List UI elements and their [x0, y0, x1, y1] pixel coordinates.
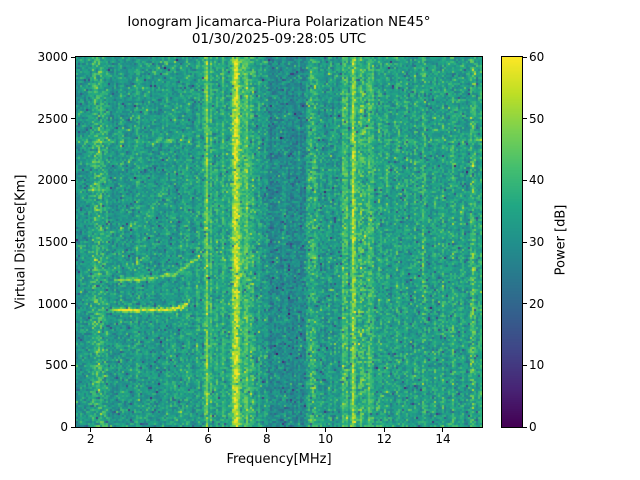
x-tick-mark	[266, 428, 268, 432]
x-tick-label: 12	[376, 432, 392, 446]
x-tick-label: 2	[86, 432, 95, 446]
y-tick-mark	[71, 364, 75, 366]
y-tick-mark	[71, 118, 75, 120]
colorbar-tick-label: 20	[529, 296, 545, 311]
x-tick-mark	[383, 428, 385, 432]
colorbar-tick-mark	[523, 118, 527, 120]
y-tick-label: 3000	[37, 50, 68, 64]
x-tick-label: 6	[204, 432, 212, 446]
x-tick-label: 4	[145, 432, 154, 446]
colorbar-tick-mark	[523, 426, 527, 428]
colorbar-tick-mark	[523, 56, 527, 58]
x-tick-mark	[148, 428, 150, 432]
chart-title: Ionogram Jicamarca-Piura Polarization NE…	[127, 14, 431, 30]
chart-subtitle: 01/30/2025-09:28:05 UTC	[191, 31, 367, 47]
y-tick-mark	[71, 303, 75, 305]
x-tick-mark	[207, 428, 209, 432]
y-tick-label: 500	[45, 358, 68, 373]
colorbar-tick-label: 30	[529, 235, 545, 249]
x-axis-label: Frequency[MHz]	[226, 452, 332, 467]
colorbar-tick-label: 60	[529, 50, 545, 64]
y-tick-label: 1500	[37, 235, 68, 249]
y-tick-mark	[71, 56, 75, 58]
x-tick-mark	[325, 428, 327, 432]
colorbar-tick-label: 40	[529, 173, 545, 188]
x-tick-mark	[90, 428, 92, 432]
colorbar-tick-label: 0	[529, 420, 537, 434]
plot-border	[75, 56, 483, 428]
colorbar-border	[501, 56, 523, 428]
heatmap-canvas	[76, 57, 482, 427]
y-tick-label: 1000	[37, 296, 68, 311]
colorbar-tick-label: 10	[529, 358, 545, 373]
colorbar-tick-mark	[523, 179, 527, 181]
colorbar-tick-mark	[523, 364, 527, 366]
colorbar-tick-mark	[523, 303, 527, 305]
y-tick-label: 0	[60, 420, 68, 434]
title-block: Ionogram Jicamarca-Piura Polarization NE…	[76, 14, 482, 48]
colorbar-tick-label: 50	[529, 111, 545, 126]
y-tick-label: 2500	[37, 111, 68, 126]
y-axis-label: Virtual Distance[Km]	[13, 174, 29, 310]
colorbar-label: Power [dB]	[553, 204, 569, 276]
x-tick-label: 10	[317, 432, 334, 446]
y-tick-label: 2000	[37, 173, 68, 188]
x-tick-mark	[442, 428, 444, 432]
y-tick-mark	[71, 241, 75, 243]
x-tick-label: 8	[262, 432, 271, 446]
x-tick-label: 14	[435, 432, 451, 446]
y-tick-mark	[71, 179, 75, 181]
colorbar-gradient	[502, 57, 522, 427]
colorbar-tick-mark	[523, 241, 527, 243]
y-tick-mark	[71, 426, 75, 428]
